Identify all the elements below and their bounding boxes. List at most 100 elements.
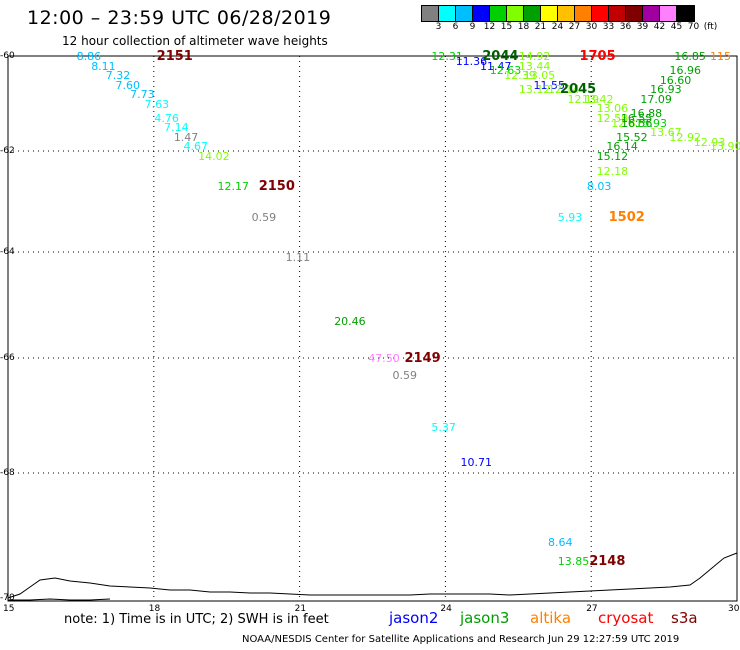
color-swatch (524, 6, 541, 21)
wave-height-label: 10.71 (460, 455, 493, 469)
units-note: note: 1) Time is in UTC; 2) SWH is in fe… (64, 612, 329, 627)
wave-height-label: 4.76 (154, 111, 179, 125)
satellite-legend-jason2: jason2 (389, 609, 439, 627)
wave-height-label: 1.11 (285, 251, 311, 265)
color-scale-label: 12 (483, 22, 496, 32)
wave-height-label: 16.88 (630, 107, 663, 120)
wave-height-label: 16.56 (620, 116, 653, 130)
wave-height-label: 47.50 (368, 352, 400, 365)
color-scale-label: (ft) (703, 22, 718, 32)
wave-height-label: 7.32 (105, 69, 131, 82)
wave-height-label: 13.05 (523, 69, 556, 82)
color-scale-label: 42 (653, 22, 666, 32)
wave-height-label: 5.93 (557, 210, 583, 224)
wave-height-label: 8.64 (548, 535, 573, 549)
wave-height-label: 16.85 (674, 50, 706, 63)
color-swatch (575, 6, 592, 21)
longitude-tick-label: 15 (3, 604, 15, 614)
wave-height-label: 16.55 (620, 111, 653, 125)
color-scale-label: 6 (452, 22, 459, 32)
wave-height-label: 11.55 (533, 78, 565, 92)
wave-height-label: 1.47 (173, 130, 199, 144)
coastline (7, 552, 738, 601)
longitude-tick-label: 24 (440, 604, 452, 614)
color-swatch (541, 6, 558, 21)
latitude-tick-label: -64 (0, 247, 15, 257)
wave-height-label: 12.39 (504, 69, 536, 82)
color-swatch (456, 6, 473, 21)
color-swatch (626, 6, 643, 21)
latitude-tick-label: -60 (0, 51, 15, 61)
gridlines (8, 56, 737, 600)
wave-height-label: 11.36 (455, 54, 488, 68)
wave-height-label: 12.18 (596, 165, 629, 179)
wave-height-label: 17.09 (640, 92, 672, 106)
wave-height-label: 16.60 (659, 73, 692, 87)
color-scale-label: 15 (500, 22, 513, 32)
wave-height-label: 13.90 (710, 140, 740, 154)
wave-height-label: 12.14 (548, 83, 580, 97)
pass-number-label: 2150 (258, 179, 295, 195)
wave-height-label: 13.12 (518, 83, 551, 97)
color-swatch (643, 6, 660, 21)
longitude-tick-label: 27 (586, 604, 598, 614)
latitude-tick-label: -68 (0, 468, 15, 478)
pass-number-label: 2151 (156, 49, 193, 64)
wave-height-label: 0.59 (392, 369, 418, 383)
wave-height-label: 14.02 (198, 150, 230, 164)
pass-number-label: 2148 (589, 553, 626, 569)
pass-number-label: 1705 (579, 49, 616, 64)
color-swatch (660, 6, 677, 21)
plot-frame (7, 55, 738, 602)
longitude-tick-label: 21 (294, 604, 307, 614)
wave-height-label: 13.85 (557, 554, 590, 568)
wave-height-label: 12.92 (669, 130, 702, 144)
color-scale-label: 24 (551, 22, 564, 32)
wave-height-label: 115 (710, 50, 731, 63)
satellite-legend-cryosat: cryosat (598, 609, 654, 627)
satellite-legend-jason3: jason3 (460, 609, 510, 627)
map-subtitle: 12 hour collection of altimeter wave hei… (62, 34, 328, 48)
credit-line: NOAA/NESDIS Center for Satellite Applica… (242, 634, 680, 645)
wave-height-label: 13.06 (596, 102, 629, 116)
longitude-tick-label: 18 (148, 604, 161, 614)
wave-height-label: 13.42 (582, 92, 614, 106)
color-swatch (609, 6, 626, 21)
latitude-tick-label: -66 (0, 353, 15, 363)
color-swatch (677, 6, 694, 21)
pass-number-label: 2045 (560, 82, 597, 98)
color-scale-labels: 3 6 9 12 15 18 21 24 27 30 33 36 39 42 45 70 (ft) (421, 22, 740, 34)
wave-height-label: 0.59 (251, 210, 277, 224)
wave-height-label: 13.67 (650, 126, 682, 139)
color-scale-label: 9 (469, 22, 476, 32)
pass-number-label: 2044 (482, 49, 519, 64)
color-scale-label: 3 (435, 22, 442, 32)
wave-height-label: 12.58 (596, 111, 629, 125)
wave-height-label: 16.96 (669, 64, 702, 78)
wave-height-label: 7.60 (115, 78, 141, 92)
color-scale-label: 21 (534, 22, 547, 32)
wave-height-label: 12.17 (217, 180, 250, 194)
wave-height-label: 15.93 (635, 116, 668, 130)
wave-height-label: 4.67 (183, 140, 209, 154)
wave-height-label: 16.14 (606, 140, 638, 154)
wave-height-label: 12.63 (489, 64, 522, 78)
wave-height-label: 20.46 (334, 314, 366, 328)
color-scale-label: 39 (636, 22, 649, 32)
wave-height-label: 7.14 (164, 121, 189, 135)
wave-height-label: 8.86 (76, 50, 102, 63)
latitude-tick-label: -70 (0, 593, 15, 603)
wave-height-label: 15.12 (596, 150, 629, 164)
wave-height-label: 12.19 (567, 92, 599, 106)
color-scale-label: 36 (619, 22, 632, 32)
wave-height-label: 14.92 (518, 50, 551, 63)
wave-height-label: 13.44 (518, 59, 551, 73)
longitude-tick-label: 30 (728, 604, 740, 614)
color-swatch (490, 6, 507, 21)
wave-height-label: 12.87 (611, 116, 643, 130)
wave-height-label: 12.93 (693, 135, 726, 149)
pass-number-label: 1502 (608, 209, 645, 225)
color-swatch (558, 6, 575, 21)
color-scale-label: 70 (687, 22, 700, 32)
